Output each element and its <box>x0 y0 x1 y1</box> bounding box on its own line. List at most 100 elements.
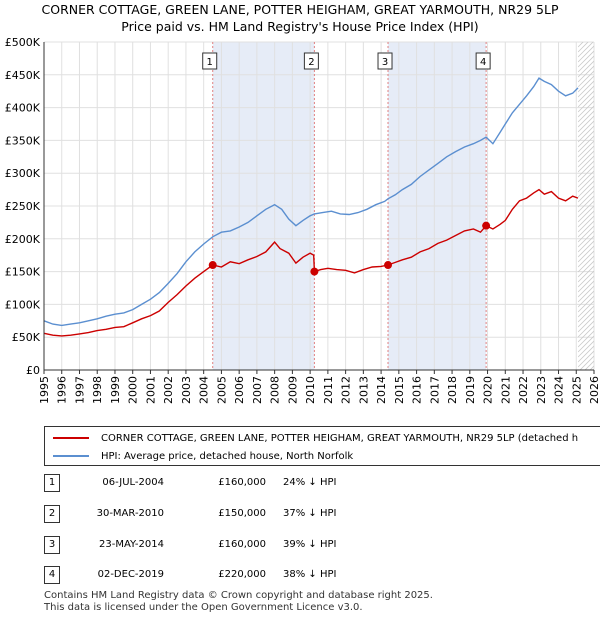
sale-label-box <box>303 52 319 70</box>
x-tick-label: 2002 <box>162 376 175 404</box>
legend-swatch-property <box>53 437 89 439</box>
x-axis-ticks: 1995 1996 1997 1998 1999 2000 2001 2002 2003 2004… <box>38 370 600 404</box>
transaction-row: 2 30-MAR-2010 £150,000 37% ↓ HPI <box>0 505 600 525</box>
hatch-stroke <box>578 90 595 108</box>
sale-label-text: 3 <box>382 57 388 68</box>
x-tick-label: 2025 <box>570 376 583 404</box>
x-tick-label: 2023 <box>535 376 548 404</box>
x-tick-label: 2013 <box>357 376 370 404</box>
transaction-number: 3 <box>44 536 60 554</box>
hatch-stroke <box>578 180 595 198</box>
x-tick-label: 2014 <box>375 376 388 404</box>
hatch-stroke <box>578 0 594 12</box>
hatch-stroke <box>578 80 595 98</box>
transaction-row: 1 06-JUL-2004 £160,000 24% ↓ HPI <box>0 474 600 494</box>
hatch-stroke <box>578 255 595 273</box>
y-tick-label: £500K <box>5 36 41 49</box>
hatch-stroke <box>578 155 595 173</box>
sale-label-text: 1 <box>207 57 213 68</box>
hatch-stroke <box>579 355 595 370</box>
hatch-stroke <box>578 165 595 183</box>
x-tick-label: 1998 <box>91 376 104 404</box>
hatch-stroke <box>578 135 595 153</box>
hatch-stroke <box>578 55 595 73</box>
y-tick-label: £250K <box>5 200 41 213</box>
hatch-stroke <box>578 335 595 353</box>
footer-license: This data is licensed under the Open Gov… <box>44 602 363 613</box>
sale-point <box>310 267 319 276</box>
x-tick-label: 2017 <box>428 376 441 404</box>
hatch-stroke <box>578 325 595 343</box>
chart-title: CORNER COTTAGE, GREEN LANE, POTTER HEIGH… <box>41 2 559 17</box>
hatch-stroke <box>578 50 595 68</box>
y-axis-ticks: £0 £50K £100K £150K £200K £250K £300K £350K £400… <box>5 36 41 377</box>
hatch-stroke <box>578 330 595 348</box>
hatch-stroke <box>578 340 595 358</box>
hatch-stroke <box>578 110 595 128</box>
hatch-stroke <box>578 140 595 158</box>
hatch-stroke <box>578 220 595 238</box>
hatch-stroke <box>578 85 595 103</box>
x-tick-label: 2006 <box>233 376 246 404</box>
x-tick-label: 2012 <box>340 376 353 404</box>
sale-point <box>208 261 217 270</box>
sale-point <box>384 261 393 270</box>
sale-label-text: 2 <box>308 57 314 68</box>
x-tick-label: 2005 <box>215 376 228 404</box>
transaction-date: 06-JUL-2004 <box>102 477 164 488</box>
x-tick-label: 2015 <box>393 376 406 404</box>
x-tick-label: 2026 <box>588 376 600 404</box>
hatch-stroke <box>578 130 595 148</box>
footer-copyright: Contains HM Land Registry data © Crown c… <box>44 590 433 601</box>
transaction-price: £160,000 <box>218 477 266 488</box>
sale-label-box <box>202 52 218 70</box>
hatch-stroke <box>578 145 595 163</box>
hatch-stroke <box>578 95 595 113</box>
hatch-stroke <box>578 210 595 228</box>
x-tick-label: 2000 <box>127 376 140 404</box>
y-tick-label: £350K <box>5 134 41 147</box>
transaction-number: 2 <box>44 505 60 523</box>
hatch-stroke <box>578 245 595 263</box>
hatch-stroke <box>578 65 595 83</box>
hatch-stroke <box>578 235 595 253</box>
hatch-stroke <box>578 300 595 318</box>
hatch-stroke <box>578 275 595 293</box>
hatch-stroke <box>578 285 595 303</box>
hatch-stroke <box>578 6 594 22</box>
legend-label-property: CORNER COTTAGE, GREEN LANE, POTTER HEIGH… <box>101 432 579 444</box>
transaction-price: £220,000 <box>218 569 266 580</box>
legend-item-hpi: HPI: Average price, detached house, Nort… <box>53 447 353 465</box>
transaction-row: 3 23-MAY-2014 £160,000 39% ↓ HPI <box>0 536 600 556</box>
x-tick-label: 2016 <box>411 376 424 404</box>
hatch-stroke <box>578 315 595 333</box>
legend-swatch-hpi <box>53 455 89 457</box>
transaction-price: £150,000 <box>218 508 266 519</box>
hatch-stroke <box>578 250 595 268</box>
legend-item-property: CORNER COTTAGE, GREEN LANE, POTTER HEIGH… <box>53 429 578 447</box>
hatch-stroke <box>578 16 594 32</box>
transaction-date: 02-DEC-2019 <box>97 569 164 580</box>
transaction-date: 23-MAY-2014 <box>98 539 164 550</box>
series-line-hpi <box>43 77 579 327</box>
transaction-row: 4 02-DEC-2019 £220,000 38% ↓ HPI <box>0 566 600 586</box>
x-tick-label: 2007 <box>251 376 264 404</box>
x-tick-label: 2004 <box>198 376 211 404</box>
hatch-stroke <box>578 215 595 233</box>
hatch-stroke <box>578 75 595 93</box>
hatch-stroke <box>578 310 595 328</box>
y-tick-label: £100K <box>5 298 41 311</box>
hatch-stroke <box>578 60 595 78</box>
y-tick-label: £50K <box>12 331 41 344</box>
y-tick-label: £450K <box>5 69 41 82</box>
hatch-stroke <box>578 295 595 313</box>
hatch-stroke <box>578 42 584 48</box>
legend-label-hpi: HPI: Average price, detached house, Nort… <box>101 450 354 462</box>
x-tick-label: 2020 <box>482 376 495 404</box>
x-tick-label: 2003 <box>180 376 193 404</box>
hatch-stroke <box>589 365 595 370</box>
sale-label-box <box>377 52 393 70</box>
series-line-property <box>43 188 579 337</box>
hatch-stroke <box>578 11 594 27</box>
hatch-stroke <box>578 265 595 283</box>
